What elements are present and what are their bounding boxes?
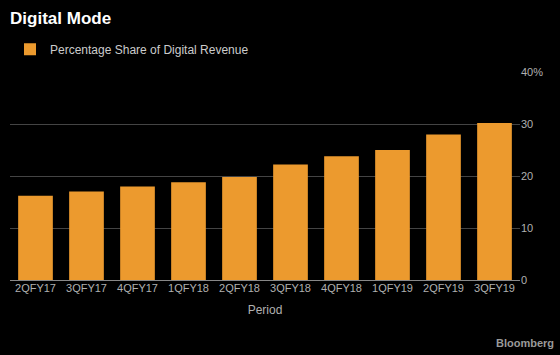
svg-text:1QFY19: 1QFY19 bbox=[372, 282, 413, 294]
svg-text:2QFY19: 2QFY19 bbox=[423, 282, 464, 294]
svg-text:4QFY18: 4QFY18 bbox=[321, 282, 362, 294]
svg-text:20: 20 bbox=[521, 170, 533, 182]
svg-text:Period: Period bbox=[248, 303, 283, 317]
svg-text:30: 30 bbox=[521, 118, 533, 130]
svg-text:0: 0 bbox=[521, 274, 527, 286]
svg-text:4QFY17: 4QFY17 bbox=[117, 282, 158, 294]
svg-text:Percentage Share of Digital Re: Percentage Share of Digital Revenue bbox=[50, 43, 248, 57]
svg-text:40%: 40% bbox=[521, 66, 543, 78]
svg-text:3QFY19: 3QFY19 bbox=[474, 282, 515, 294]
svg-text:Bloomberg: Bloomberg bbox=[496, 337, 554, 349]
svg-text:2QFY17: 2QFY17 bbox=[15, 282, 56, 294]
svg-text:3QFY17: 3QFY17 bbox=[66, 282, 107, 294]
svg-text:Digital Mode: Digital Mode bbox=[10, 9, 111, 28]
svg-text:1QFY18: 1QFY18 bbox=[168, 282, 209, 294]
svg-text:10: 10 bbox=[521, 222, 533, 234]
svg-text:3QFY18: 3QFY18 bbox=[270, 282, 311, 294]
svg-text:2QFY18: 2QFY18 bbox=[219, 282, 260, 294]
